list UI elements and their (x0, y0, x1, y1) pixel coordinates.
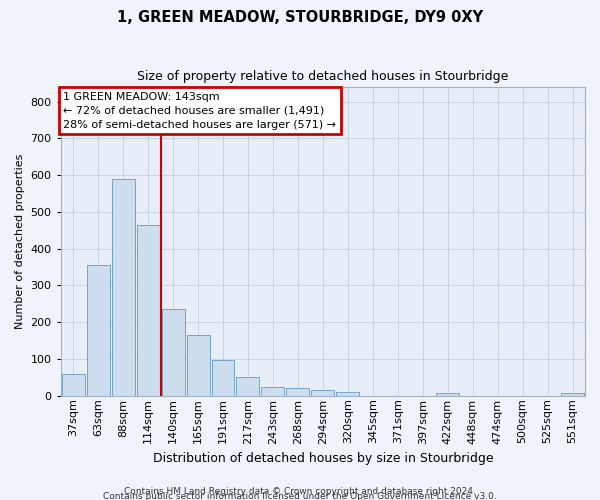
Text: 1 GREEN MEADOW: 143sqm
← 72% of detached houses are smaller (1,491)
28% of semi-: 1 GREEN MEADOW: 143sqm ← 72% of detached… (64, 92, 337, 130)
Bar (212, 360, 235, 396)
Bar (62, 374, 85, 396)
Bar (161, 310, 185, 396)
X-axis label: Distribution of detached houses by size in Stourbridge: Distribution of detached houses by size … (152, 452, 493, 465)
Bar (337, 392, 359, 396)
Title: Size of property relative to detached houses in Stourbridge: Size of property relative to detached ho… (137, 70, 509, 83)
Bar (112, 179, 134, 396)
Bar (561, 393, 584, 396)
Bar (262, 386, 284, 396)
Text: 1, GREEN MEADOW, STOURBRIDGE, DY9 0XY: 1, GREEN MEADOW, STOURBRIDGE, DY9 0XY (117, 10, 483, 25)
Bar (187, 335, 209, 396)
Bar (236, 378, 259, 396)
Bar (311, 390, 334, 396)
Text: Contains HM Land Registry data © Crown copyright and database right 2024.: Contains HM Land Registry data © Crown c… (124, 486, 476, 496)
Bar (436, 393, 459, 396)
Bar (286, 388, 310, 396)
Text: Contains public sector information licensed under the Open Government Licence v3: Contains public sector information licen… (103, 492, 497, 500)
Y-axis label: Number of detached properties: Number of detached properties (15, 154, 25, 329)
Bar (86, 266, 110, 396)
Bar (137, 225, 160, 396)
